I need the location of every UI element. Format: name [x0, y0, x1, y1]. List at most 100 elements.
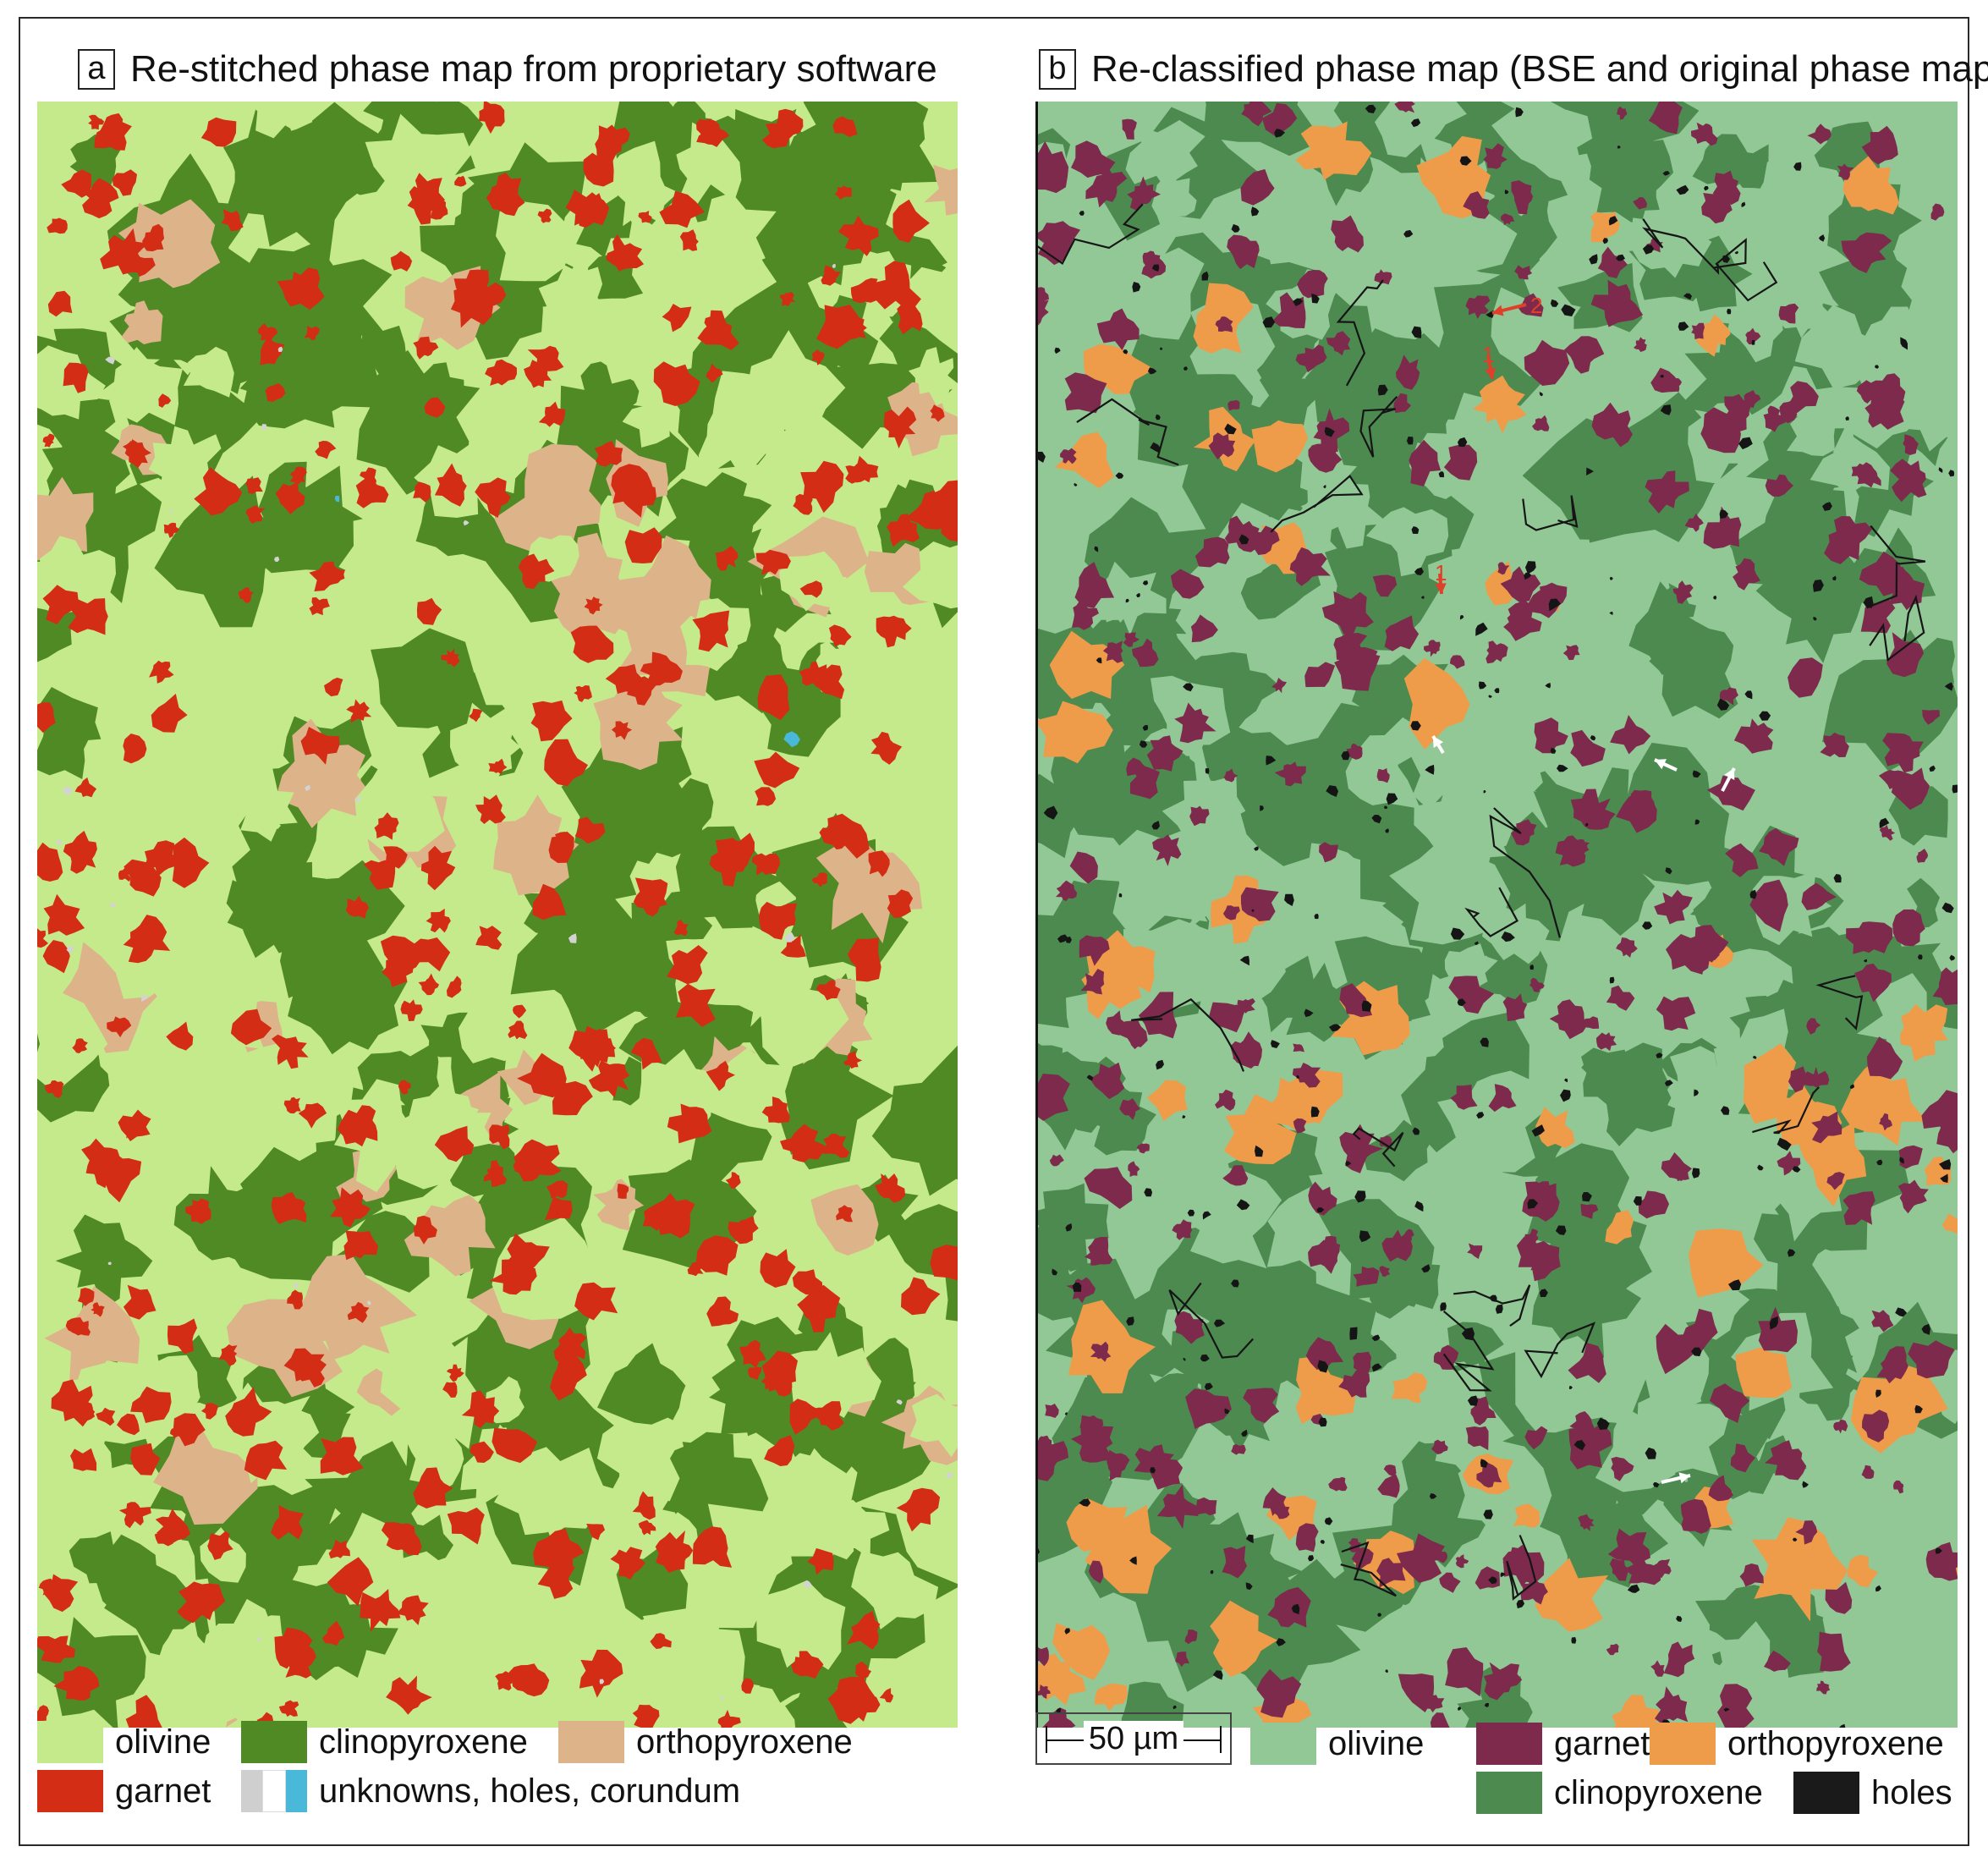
hole [1411, 526, 1420, 534]
garnet-grain [1674, 1168, 1689, 1181]
garnet-grain [1184, 1629, 1198, 1645]
garnet-grain [1867, 373, 1906, 413]
hole [1917, 954, 1923, 960]
garnet-grain [779, 291, 796, 306]
garnet-grain [1733, 558, 1760, 591]
garnet-grain [1136, 1143, 1150, 1154]
hole [1483, 790, 1486, 794]
hole [1818, 234, 1826, 242]
hole [1065, 937, 1072, 943]
garnet-grain [1045, 1404, 1059, 1418]
hole [1879, 817, 1890, 828]
garnet-grain [272, 1034, 309, 1069]
hole [1377, 384, 1388, 396]
garnet-grain [1749, 879, 1788, 932]
olivine-grain [1491, 102, 1593, 186]
garnet-grain [37, 1635, 75, 1663]
hole [1539, 1289, 1548, 1297]
garnet-grain [1562, 645, 1580, 661]
hole [1159, 347, 1163, 350]
garnet-grain [1172, 1219, 1192, 1240]
panel-a-phase-map-image [37, 102, 958, 1728]
garnet-grain [200, 117, 237, 147]
hole [1371, 1363, 1382, 1372]
hole [1875, 1389, 1881, 1398]
garnet-grain [1465, 1426, 1489, 1451]
garnet-grain [1304, 662, 1336, 688]
garnet-grain [363, 859, 396, 890]
hole [1616, 254, 1625, 261]
garnet-grain [413, 336, 439, 360]
olivine-grain [1400, 1013, 1447, 1058]
hole [1064, 1412, 1068, 1415]
hole [1500, 1572, 1506, 1578]
garnet-grain [1529, 977, 1545, 992]
garnet-grain [343, 1230, 379, 1261]
hole [1515, 107, 1524, 118]
garnet-grain [1445, 1647, 1484, 1697]
garnet-grain [761, 123, 789, 149]
garnet-grain [1035, 140, 1069, 194]
garnet-grain [1295, 344, 1327, 373]
garnet-grain [1898, 1145, 1923, 1169]
clinopyroxene-grain [1361, 1119, 1440, 1182]
garnet-grain [413, 1467, 453, 1509]
orthopyroxene-grain [1535, 1558, 1609, 1632]
olivine-grain [1161, 775, 1246, 842]
garnet-grain [892, 199, 930, 243]
garnet-grain [692, 610, 730, 652]
garnet-grain [870, 261, 921, 310]
garnet-grain [739, 1339, 766, 1368]
hole [1276, 1638, 1286, 1646]
garnet-grain [1102, 640, 1123, 663]
garnet-grain [821, 1134, 850, 1158]
garnet-grain [1476, 1463, 1502, 1488]
orthopyroxene-grain [924, 164, 958, 216]
garnet-grain [1153, 1459, 1183, 1490]
olivine-grain [384, 857, 433, 909]
hole [1845, 416, 1849, 420]
garnet-grain [659, 190, 705, 228]
legend-b-olivine: olivine [1250, 1723, 1424, 1765]
garnet-grain [360, 1589, 401, 1633]
hole [1054, 347, 1061, 354]
garnet-grain [1274, 761, 1306, 787]
garnet-grain [1856, 380, 1883, 404]
hole [1529, 964, 1535, 970]
garnet-grain [741, 1678, 754, 1694]
garnet-grain [315, 441, 337, 459]
legend-a-unknowns-swatch [241, 1770, 307, 1812]
hole [1231, 1279, 1239, 1288]
hole [1187, 1209, 1195, 1217]
garnet-grain [1293, 1043, 1304, 1052]
garnet-grain [717, 1709, 741, 1728]
olivine-grain [1409, 741, 1469, 811]
panel-b-letter: b [1039, 49, 1076, 90]
hole [1777, 1137, 1792, 1151]
olivine-grain [1631, 195, 1712, 278]
hole [1318, 1417, 1327, 1427]
garnet-grain [117, 1413, 140, 1436]
hole [1494, 688, 1500, 694]
orthopyroxene-grain [1766, 1085, 1829, 1149]
figure-frame [19, 17, 1969, 1846]
garnet-grain [1227, 399, 1240, 411]
crack [1168, 1282, 1255, 1359]
hole [1151, 821, 1160, 830]
hole [1074, 482, 1078, 486]
hole [1524, 572, 1532, 580]
hole [1550, 299, 1559, 307]
hole [1086, 1074, 1094, 1081]
hole [1678, 321, 1689, 331]
clinopyroxene-grain [1526, 1143, 1634, 1246]
hole [1662, 171, 1671, 176]
garnet-grain [1663, 1641, 1695, 1678]
garnet-grain [1085, 166, 1128, 208]
olivine-grain [1399, 1353, 1514, 1451]
garnet-grain [1064, 372, 1107, 414]
clinopyroxene-grain [653, 472, 773, 587]
garnet-grain [624, 527, 662, 563]
clinopyroxene-grain [40, 687, 102, 742]
hole [1723, 1707, 1730, 1712]
hole [1142, 724, 1149, 731]
